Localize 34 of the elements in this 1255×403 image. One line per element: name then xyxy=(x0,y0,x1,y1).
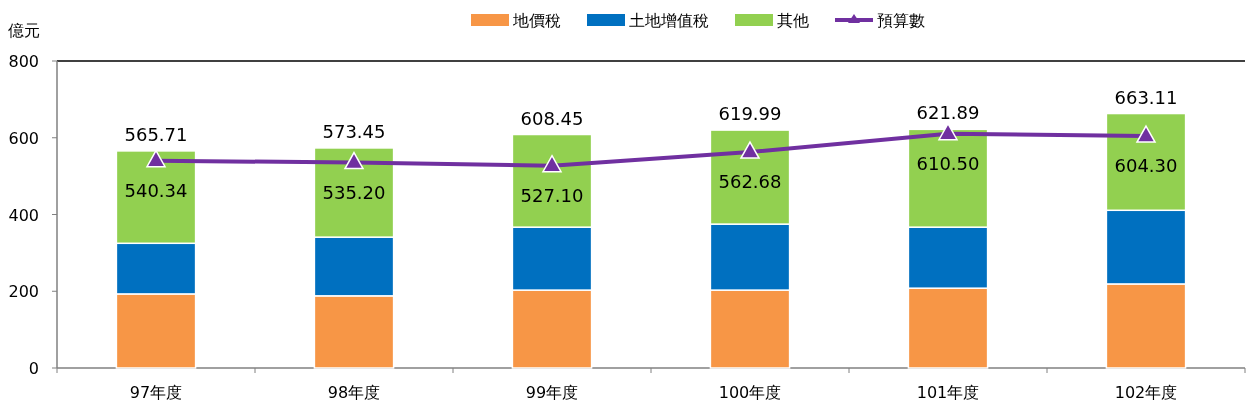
point xyxy=(146,149,166,168)
legend-label: 預算數 xyxy=(877,11,925,30)
x-tick-label: 101年度 xyxy=(916,383,980,402)
legend-label: 地價稅 xyxy=(512,11,561,30)
total-label: 573.45 xyxy=(322,120,386,142)
y-tick-label: 0 xyxy=(28,359,39,378)
data-label: 535.20 xyxy=(322,181,386,203)
data-label: 610.50 xyxy=(916,152,980,174)
y-tick-label: 800 xyxy=(8,52,39,71)
total-label: 621.89 xyxy=(916,102,980,124)
x-tick-label: 102年度 xyxy=(1114,383,1178,402)
legend-label: 土地增值稅 xyxy=(629,11,709,30)
x-tick-label: 100年度 xyxy=(718,383,782,402)
point xyxy=(1136,125,1156,143)
x-tick-label: 99年度 xyxy=(525,383,579,402)
total-label: 565.71 xyxy=(124,123,188,145)
point xyxy=(938,122,958,141)
total-label: 663.11 xyxy=(1114,86,1178,108)
point xyxy=(740,141,760,159)
legend-label: 其他 xyxy=(777,11,809,30)
x-tick-label: 98年度 xyxy=(327,383,381,402)
point xyxy=(542,154,562,173)
data-label: 540.34 xyxy=(124,179,188,201)
data-label: 562.68 xyxy=(718,171,782,193)
y-tick-label: 400 xyxy=(8,205,39,225)
data-label: 527.10 xyxy=(520,184,584,206)
point xyxy=(344,151,364,170)
y-tick-label: 600 xyxy=(8,128,39,148)
data-label: 604.30 xyxy=(1114,155,1178,177)
x-tick-label: 97年度 xyxy=(129,383,183,402)
y-axis-title: 億元 xyxy=(8,21,40,40)
total-label: 619.99 xyxy=(718,103,782,125)
y-tick-label: 200 xyxy=(8,282,39,302)
total-label: 608.45 xyxy=(520,107,584,129)
